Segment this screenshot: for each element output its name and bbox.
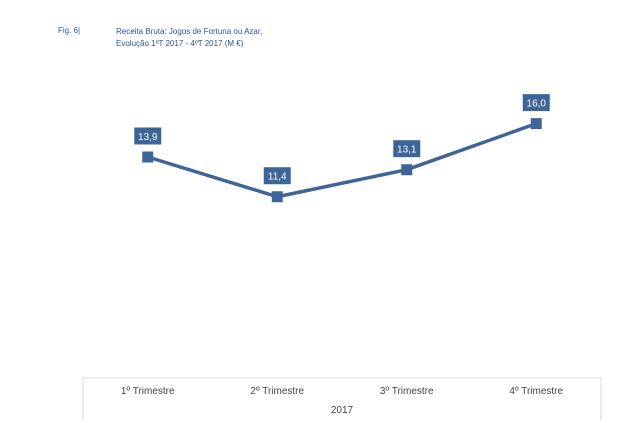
data-label: 13,9 — [138, 132, 158, 143]
data-label: 13,1 — [397, 145, 417, 156]
series-line — [147, 121, 537, 199]
x-tick-label: 2º Trimestre — [250, 386, 304, 397]
x-tick-label: 3º Trimestre — [380, 386, 434, 397]
data-point-marker — [530, 118, 542, 130]
data-label-box — [262, 166, 292, 186]
data-label-box — [133, 126, 163, 146]
x-group-label: 2017 — [331, 405, 354, 416]
figure-label: Fig. 6| — [58, 26, 81, 35]
chart-title-line-2: Evolução 1ºT 2017 - 4ºT 2017 (M €) — [116, 39, 244, 48]
data-label-box — [392, 139, 422, 159]
data-label: 11,4 — [268, 172, 287, 183]
x-tick-label: 1º Trimestre — [121, 386, 175, 397]
data-label-box — [521, 93, 551, 113]
data-point-marker — [142, 151, 154, 163]
data-label: 16,0 — [527, 99, 547, 110]
chart-title-line-1: Receita Bruta: Jogos de Fortuna ou Azar, — [116, 27, 263, 36]
chart-title: Receita Bruta: Jogos de Fortuna ou Azar,… — [116, 26, 262, 50]
x-tick-label: 4º Trimestre — [509, 386, 563, 397]
data-point-marker — [401, 164, 413, 176]
data-point-marker — [271, 191, 283, 203]
